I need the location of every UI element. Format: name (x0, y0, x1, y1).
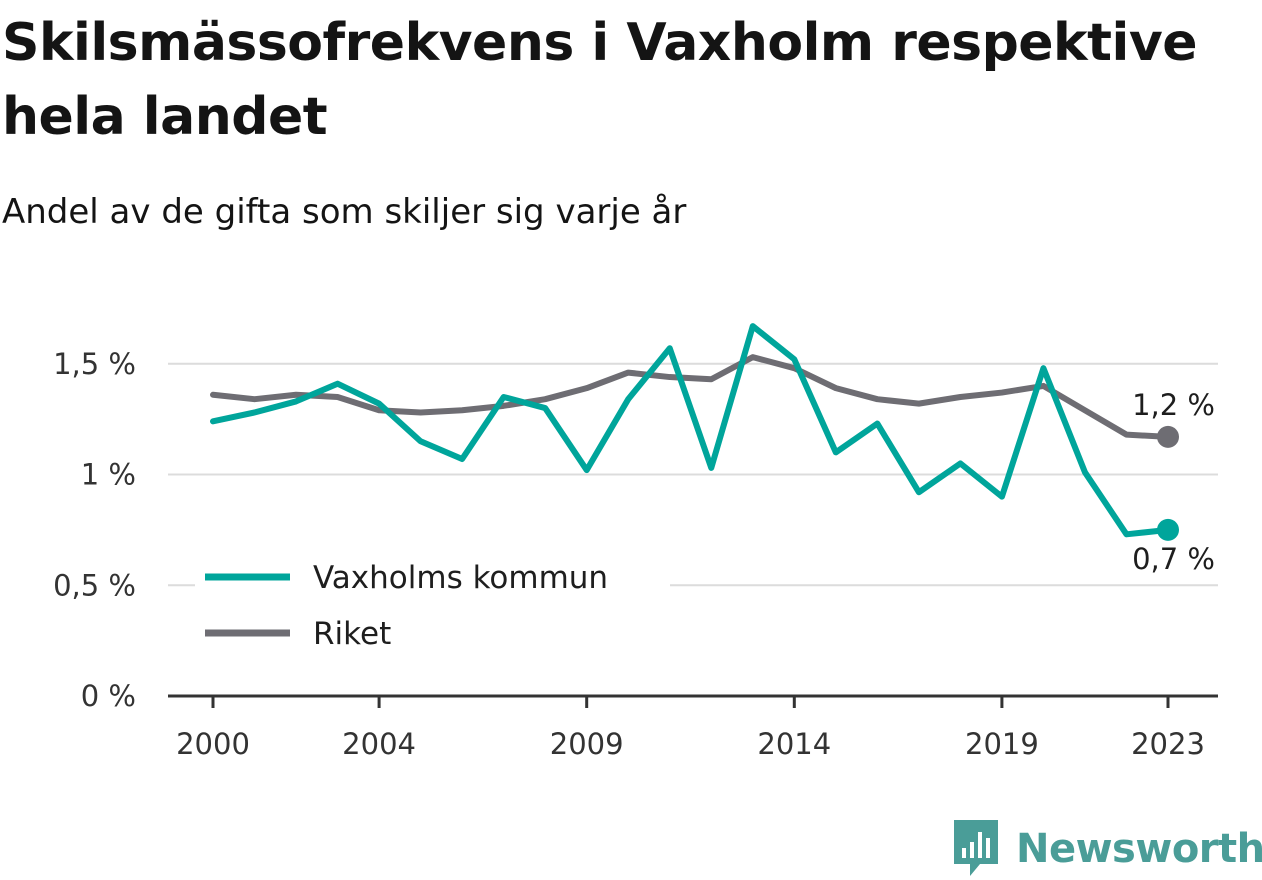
x-tick-label: 2019 (965, 727, 1039, 761)
y-tick-label: 1 % (81, 458, 136, 492)
series-layer (210, 323, 1179, 541)
x-axis: 2000 2004 2009 2014 2019 2023 (168, 694, 1218, 761)
series-line-vaxholm (210, 323, 1171, 538)
y-tick-label: 1,5 % (53, 347, 136, 381)
legend-label-riket: Riket (313, 616, 391, 652)
end-label-vaxholm: 0,7 % (1132, 542, 1215, 576)
y-tick-label: 0,5 % (53, 568, 136, 602)
legend-background (195, 546, 670, 664)
gridlines: 0 % 0,5 % 1 % 1,5 % (53, 347, 1218, 713)
x-tick-label: 2009 (550, 727, 624, 761)
y-tick-label: 0 % (81, 679, 136, 713)
legend: Vaxholms kommun Riket (195, 546, 670, 664)
end-label-riket: 1,2 % (1132, 388, 1215, 422)
brand-name: Newsworthy (1016, 826, 1262, 872)
x-tick-label: 2004 (342, 727, 416, 761)
end-point-vaxholm (1157, 518, 1179, 541)
x-tick-label: 2014 (757, 727, 831, 761)
x-tick-label: 2000 (176, 727, 250, 761)
brand-logo: Newsworthy (950, 818, 1262, 880)
end-labels: 1,2 % 0,7 % (1132, 388, 1215, 576)
x-tick-label: 2023 (1131, 727, 1205, 761)
newsworthy-logo-icon (954, 820, 998, 876)
chart-title: Skilsmässofrekvens i Vaxholm respektive … (2, 13, 1197, 147)
series-line-riket (210, 354, 1171, 440)
end-point-riket (1157, 425, 1179, 448)
legend-label-vaxholm: Vaxholms kommun (313, 560, 608, 596)
chart-subtitle: Andel av de gifta som skiljer sig varje … (2, 192, 687, 232)
